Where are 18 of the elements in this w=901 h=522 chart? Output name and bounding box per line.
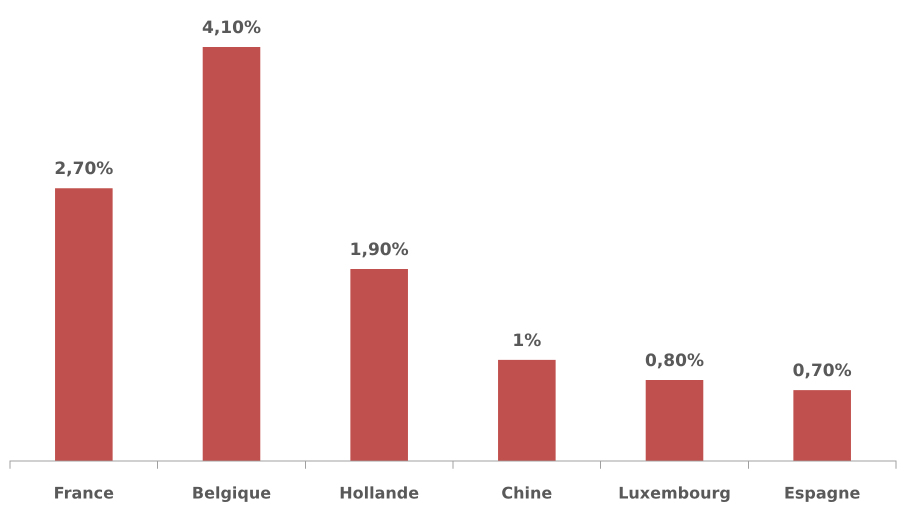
data-label: 4,10% [202, 18, 261, 38]
data-label: 1,90% [350, 240, 409, 260]
bar [202, 47, 260, 461]
x-tick-label: Hollande [339, 484, 420, 503]
bar [498, 360, 556, 461]
data-label: 2,70% [54, 159, 114, 180]
bar [646, 380, 704, 461]
x-tick-label: Belgique [192, 484, 272, 503]
x-tick-label: France [54, 484, 114, 503]
bar [350, 269, 408, 461]
x-tick-label: Espagne [784, 484, 861, 503]
data-label: 1% [512, 330, 542, 351]
bar [55, 188, 113, 461]
data-label: 0,70% [792, 361, 852, 382]
bar [793, 390, 851, 461]
data-label: 0,80% [645, 350, 704, 371]
x-tick-label: Luxembourg [618, 484, 731, 503]
x-tick-label: Chine [501, 484, 552, 503]
